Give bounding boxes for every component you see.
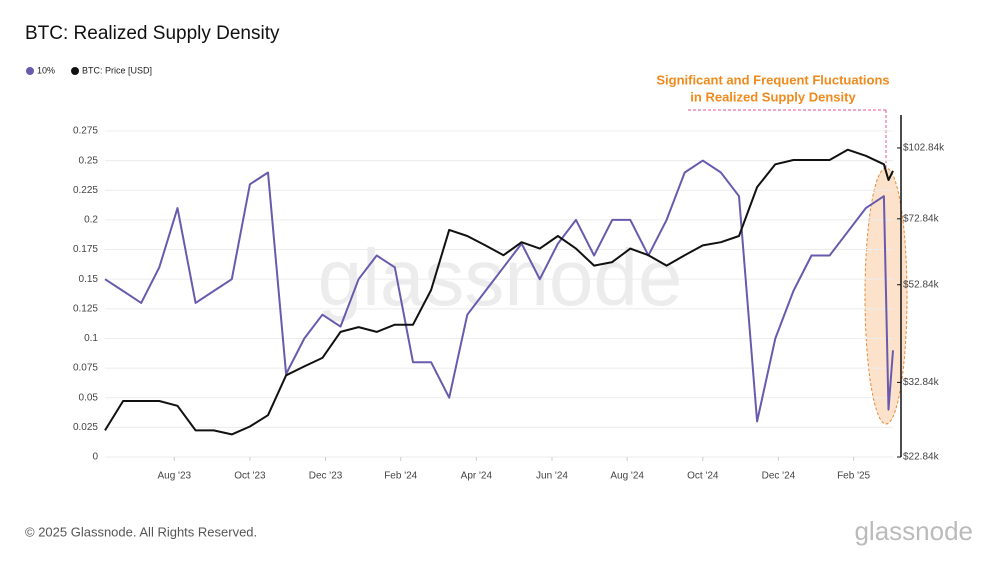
y2-tick-label: $32.84k [903,377,940,388]
y-tick-label: 0.05 [79,392,99,403]
x-tick-label: Oct '24 [687,471,719,482]
y-tick-label: 0.175 [73,244,98,255]
x-tick-label: Feb '25 [837,471,870,482]
y2-tick-label: $102.84k [903,143,945,154]
chart-title: BTC: Realized Supply Density [25,23,280,44]
x-tick-label: Feb '24 [384,471,417,482]
x-tick-label: Aug '24 [610,471,644,482]
y-tick-label: 0.2 [84,215,98,226]
y2-tick-label: $52.84k [903,279,940,290]
watermark: glassnode [318,233,683,322]
legend-label: BTC: Price [USD] [82,65,152,75]
annotation: in Realized Supply Density [690,89,856,104]
y-tick-label: 0.125 [73,303,98,314]
footer: © 2025 Glassnode. All Rights Reserved. [25,524,257,539]
x-tick-label: Dec '24 [762,471,796,482]
logo: glassnode [854,516,973,546]
y-tick-label: 0.075 [73,363,98,374]
y-tick-label: 0.225 [73,185,98,196]
x-tick-label: Jun '24 [536,471,568,482]
y-tick-label: 0.025 [73,422,98,433]
x-tick-label: Apr '24 [461,471,493,482]
y-tick-label: 0.15 [79,274,99,285]
series-line [104,159,894,423]
legend-swatch [26,67,34,75]
annotation: Significant and Frequent Fluctuations [656,72,889,87]
series-line [104,148,894,436]
y2-tick-label: $22.84k [903,452,940,463]
y-tick-label: 0.1 [84,333,98,344]
y-tick-label: 0.25 [79,155,99,166]
y2-tick-label: $72.84k [903,213,940,224]
y-tick-label: 0 [92,452,98,463]
legend-label: 10% [37,65,55,75]
legend-swatch [71,67,80,75]
x-tick-label: Dec '23 [309,471,343,482]
x-tick-label: Aug '23 [157,471,191,482]
y-tick-label: 0.275 [73,126,98,137]
x-tick-label: Oct '23 [234,471,266,482]
